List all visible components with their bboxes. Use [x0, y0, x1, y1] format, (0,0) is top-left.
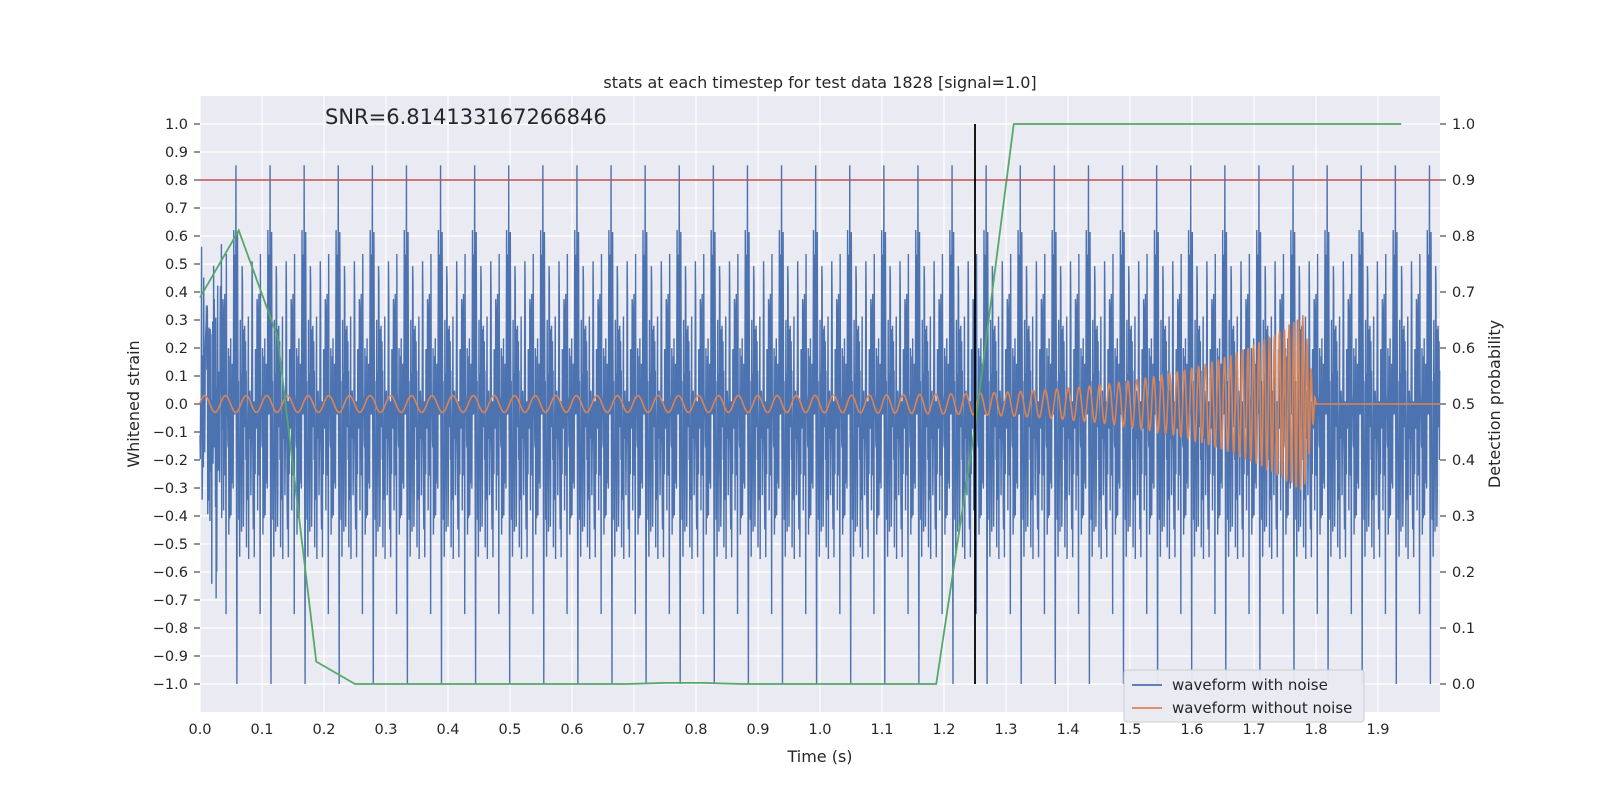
- x-tick-label: 0.0: [188, 722, 211, 738]
- y-right-tick-label: 0.9: [1452, 173, 1475, 189]
- series-detection-probability: [199, 123, 1402, 685]
- y-right-tick-label: 0.6: [1452, 341, 1475, 357]
- y-left-axis-ticks: 1.0 0.9 0.8 0.7 0.6 0.5 0.4 0.3 0.2 0.1 0.0 −0.1 −0.…: [153, 117, 200, 693]
- x-axis-title: Time (s): [786, 747, 852, 766]
- waveform-with-noise-line: [199, 165, 1441, 685]
- y-right-tick-label: 0.2: [1452, 565, 1475, 581]
- y-left-tick-label: −0.9: [153, 649, 188, 665]
- y-left-tick-label: −0.2: [153, 453, 188, 469]
- y-left-tick-label: 0.2: [165, 341, 188, 357]
- y-left-tick-label: 0.9: [165, 145, 188, 161]
- y-right-tick-label: 0.5: [1452, 397, 1475, 413]
- legend-label-waveform-with-noise: waveform with noise: [1172, 676, 1328, 694]
- x-tick-label: 0.8: [684, 722, 707, 738]
- y-right-axis-title: Detection probability: [1485, 320, 1504, 488]
- x-tick-label: 0.4: [436, 722, 459, 738]
- y-right-tick-label: 0.0: [1452, 677, 1475, 693]
- y-left-axis-title: Whitened strain: [124, 340, 143, 467]
- x-tick-label: 1.8: [1304, 722, 1327, 738]
- x-tick-label: 0.3: [374, 722, 397, 738]
- y-left-tick-label: −0.5: [153, 537, 188, 553]
- y-left-tick-label: −0.7: [153, 593, 188, 609]
- y-right-tick-label: 0.7: [1452, 285, 1475, 301]
- y-left-tick-label: 0.3: [165, 313, 188, 329]
- series-waveform-without-noise: [199, 315, 1440, 491]
- x-tick-label: 1.7: [1242, 722, 1265, 738]
- legend-box: [1123, 669, 1365, 723]
- chart-title: stats at each timestep for test data 182…: [603, 73, 1036, 92]
- series-waveform-with-noise: [199, 165, 1441, 685]
- x-tick-label: 1.0: [808, 722, 831, 738]
- x-tick-label: 1.5: [1118, 722, 1141, 738]
- x-tick-label: 0.1: [250, 722, 273, 738]
- x-tick-label: 0.6: [560, 722, 583, 738]
- x-tick-label: 1.9: [1366, 722, 1389, 738]
- x-axis-ticks: 0.0 0.1 0.2 0.3 0.4 0.5 0.6 0.7 0.8 0.9 1.0 1.1 1.2 1…: [188, 722, 1389, 738]
- y-right-tick-label: 0.1: [1452, 621, 1475, 637]
- x-tick-label: 1.2: [932, 722, 955, 738]
- legend: waveform with noise waveform without noi…: [1123, 669, 1365, 723]
- y-left-tick-label: 0.5: [165, 257, 188, 273]
- x-tick-label: 1.1: [870, 722, 893, 738]
- x-tick-label: 0.9: [746, 722, 769, 738]
- legend-label-waveform-without-noise: waveform without noise: [1172, 699, 1352, 717]
- y-left-tick-label: 0.7: [165, 201, 188, 217]
- y-left-tick-label: 0.8: [165, 173, 188, 189]
- y-left-tick-label: 1.0: [165, 117, 188, 133]
- y-left-tick-label: 0.6: [165, 229, 188, 245]
- y-left-tick-label: −0.8: [153, 621, 188, 637]
- y-right-tick-label: 0.8: [1452, 229, 1475, 245]
- y-left-tick-label: 0.4: [165, 285, 188, 301]
- y-left-tick-label: −0.1: [153, 425, 188, 441]
- x-tick-label: 0.5: [498, 722, 521, 738]
- y-left-tick-label: −0.3: [153, 481, 188, 497]
- y-right-axis-ticks: 1.0 0.9 0.8 0.7 0.6 0.5 0.4 0.3 0.2 0.1 0.0: [1440, 117, 1475, 693]
- y-right-tick-label: 1.0: [1452, 117, 1475, 133]
- waveform-without-noise-line: [199, 315, 1440, 491]
- y-left-tick-label: −1.0: [153, 677, 188, 693]
- y-left-tick-label: 0.0: [165, 397, 188, 413]
- y-right-tick-label: 0.3: [1452, 509, 1475, 525]
- x-tick-label: 0.7: [622, 722, 645, 738]
- x-tick-label: 1.3: [994, 722, 1017, 738]
- detection-probability-line: [199, 123, 1402, 685]
- x-tick-label: 0.2: [312, 722, 335, 738]
- x-tick-label: 1.6: [1180, 722, 1203, 738]
- x-tick-label: 1.4: [1056, 722, 1079, 738]
- snr-annotation: SNR=6.814133167266846: [325, 105, 607, 129]
- y-left-tick-label: 0.1: [165, 369, 188, 385]
- y-left-tick-label: −0.4: [153, 509, 188, 525]
- y-left-tick-label: −0.6: [153, 565, 188, 581]
- y-right-tick-label: 0.4: [1452, 453, 1475, 469]
